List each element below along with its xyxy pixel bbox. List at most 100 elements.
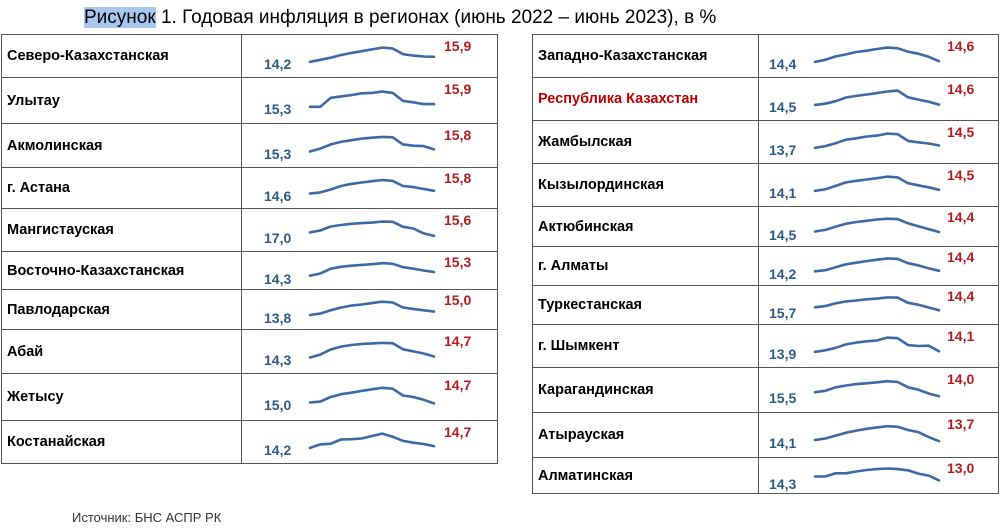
inflation-series-line xyxy=(813,257,941,273)
inflation-series-line xyxy=(308,261,436,278)
region-name: Туркестанская xyxy=(532,285,759,325)
sparkline-cell: 14,2 15,9 xyxy=(241,34,498,78)
end-value-label: 14,5 xyxy=(947,124,975,140)
region-row: г. Астана 14,6 15,8 xyxy=(1,167,498,209)
sparkline-абай xyxy=(308,341,436,359)
region-name: Жамбылская xyxy=(532,120,759,164)
sparkline-карагандинская xyxy=(813,379,941,398)
end-value-label: 15,8 xyxy=(444,127,472,143)
region-row: Алматинская 14,3 13,0 xyxy=(532,457,999,494)
sparkline-cell: 15,7 14,4 xyxy=(758,285,999,325)
sparkline-костанайская xyxy=(308,432,436,450)
sparkline-cell: 13,8 15,0 xyxy=(241,289,498,330)
inflation-series-line xyxy=(813,89,941,107)
region-row: г. Алматы 14,2 14,4 xyxy=(532,246,999,286)
sparkline-cell: 15,3 15,8 xyxy=(241,123,498,168)
region-name: Карагандинская xyxy=(532,367,759,413)
inflation-series-line xyxy=(813,175,941,193)
sparkline-cell: 14,2 14,7 xyxy=(241,420,498,464)
start-value-label: 14,2 xyxy=(264,56,292,72)
region-row: Костанайская 14,2 14,7 xyxy=(1,420,498,464)
start-value-label: 15,5 xyxy=(769,390,797,406)
sparkline-cell: 15,5 14,0 xyxy=(758,367,999,413)
region-row: Восточно-Казахстанская 14,3 15,3 xyxy=(1,251,498,290)
start-value-label: 14,3 xyxy=(264,271,292,287)
region-name: Павлодарская xyxy=(1,289,242,330)
inflation-series-line xyxy=(813,379,941,398)
end-value-label: 15,9 xyxy=(444,38,472,54)
inflation-series-line xyxy=(308,135,436,153)
inflation-series-line xyxy=(308,300,436,317)
region-name: г. Астана xyxy=(1,167,242,209)
end-value-label: 14,6 xyxy=(947,81,975,97)
sparkline-республика-казахстан xyxy=(813,89,941,107)
figure-title-prefix: Рисунок xyxy=(84,7,156,28)
region-name: Северо-Казахстанская xyxy=(1,34,242,78)
inflation-series-line xyxy=(813,132,941,150)
sparkline-северо-казахстанская xyxy=(308,46,436,64)
end-value-label: 15,9 xyxy=(444,81,472,97)
end-value-label: 14,4 xyxy=(947,209,975,225)
region-name: Кызылординская xyxy=(532,163,759,207)
region-row: Карагандинская 15,5 14,0 xyxy=(532,367,999,413)
start-value-label: 15,7 xyxy=(769,305,797,321)
end-value-label: 14,5 xyxy=(947,167,975,183)
inflation-series-line xyxy=(308,432,436,450)
inflation-series-line xyxy=(813,46,941,64)
end-value-label: 14,7 xyxy=(444,424,472,440)
inflation-series-line xyxy=(813,217,941,234)
end-value-label: 13,0 xyxy=(947,460,975,476)
inflation-series-line xyxy=(308,220,436,238)
figure-title-text: 1. Годовая инфляция в регионах (июнь 202… xyxy=(155,7,717,28)
region-name: Мангистауская xyxy=(1,208,242,252)
sparkline-cell: 14,5 14,6 xyxy=(758,77,999,121)
sparkline-cell: 14,3 14,7 xyxy=(241,329,498,374)
sparkline-cell: 14,1 14,5 xyxy=(758,163,999,207)
sparkline-cell: 17,0 15,6 xyxy=(241,208,498,252)
start-value-label: 14,3 xyxy=(769,476,797,492)
sparkline-атырауская xyxy=(813,424,941,443)
sparkline-cell: 15,0 14,7 xyxy=(241,373,498,421)
region-name: Западно-Казахстанская xyxy=(532,34,759,78)
region-row: Республика Казахстан 14,5 14,6 xyxy=(532,77,999,121)
region-name: Атырауская xyxy=(532,412,759,458)
region-row: Западно-Казахстанская 14,4 14,6 xyxy=(532,34,999,78)
sparkline-жетысу xyxy=(308,386,436,405)
region-row: Жетысу 15,0 14,7 xyxy=(1,373,498,421)
inflation-series-line xyxy=(813,424,941,443)
start-value-label: 14,1 xyxy=(769,435,797,451)
sparkline-cell: 13,7 14,5 xyxy=(758,120,999,164)
start-value-label: 14,6 xyxy=(264,188,292,204)
end-value-label: 14,1 xyxy=(947,328,975,344)
start-value-label: 15,0 xyxy=(264,397,292,413)
sparkline-кызылординская xyxy=(813,175,941,193)
start-value-label: 13,8 xyxy=(264,310,292,326)
inflation-series-line xyxy=(308,386,436,405)
sparkline-cell: 14,3 15,3 xyxy=(241,251,498,290)
sparkline-cell: 14,2 14,4 xyxy=(758,246,999,286)
region-row: Жамбылская 13,7 14,5 xyxy=(532,120,999,164)
end-value-label: 13,7 xyxy=(947,416,975,432)
end-value-label: 14,7 xyxy=(444,377,472,393)
end-value-label: 15,8 xyxy=(444,170,472,186)
figure-title: Рисунок 1. Годовая инфляция в регионах (… xyxy=(84,5,716,31)
region-name: Улытау xyxy=(1,77,242,124)
sparkline-cell: 15,3 15,9 xyxy=(241,77,498,124)
start-value-label: 14,5 xyxy=(769,227,797,243)
sparkline-туркестанская xyxy=(813,296,941,312)
sparkline-акмолинская xyxy=(308,135,436,153)
sparkline-г-алматы xyxy=(813,257,941,273)
sparkline-г-астана xyxy=(308,178,436,195)
region-name: Костанайская xyxy=(1,420,242,464)
start-value-label: 14,4 xyxy=(769,56,797,72)
region-name: Жетысу xyxy=(1,373,242,421)
region-name: Акмолинская xyxy=(1,123,242,168)
start-value-label: 14,1 xyxy=(769,185,797,201)
region-name: г. Шымкент xyxy=(532,324,759,368)
sparkline-cell: 14,1 13,7 xyxy=(758,412,999,458)
sparkline-улытау xyxy=(308,90,436,109)
inflation-series-line xyxy=(813,296,941,312)
end-value-label: 14,4 xyxy=(947,249,975,265)
region-name: г. Алматы xyxy=(532,246,759,286)
sparkline-cell: 14,5 14,4 xyxy=(758,206,999,247)
